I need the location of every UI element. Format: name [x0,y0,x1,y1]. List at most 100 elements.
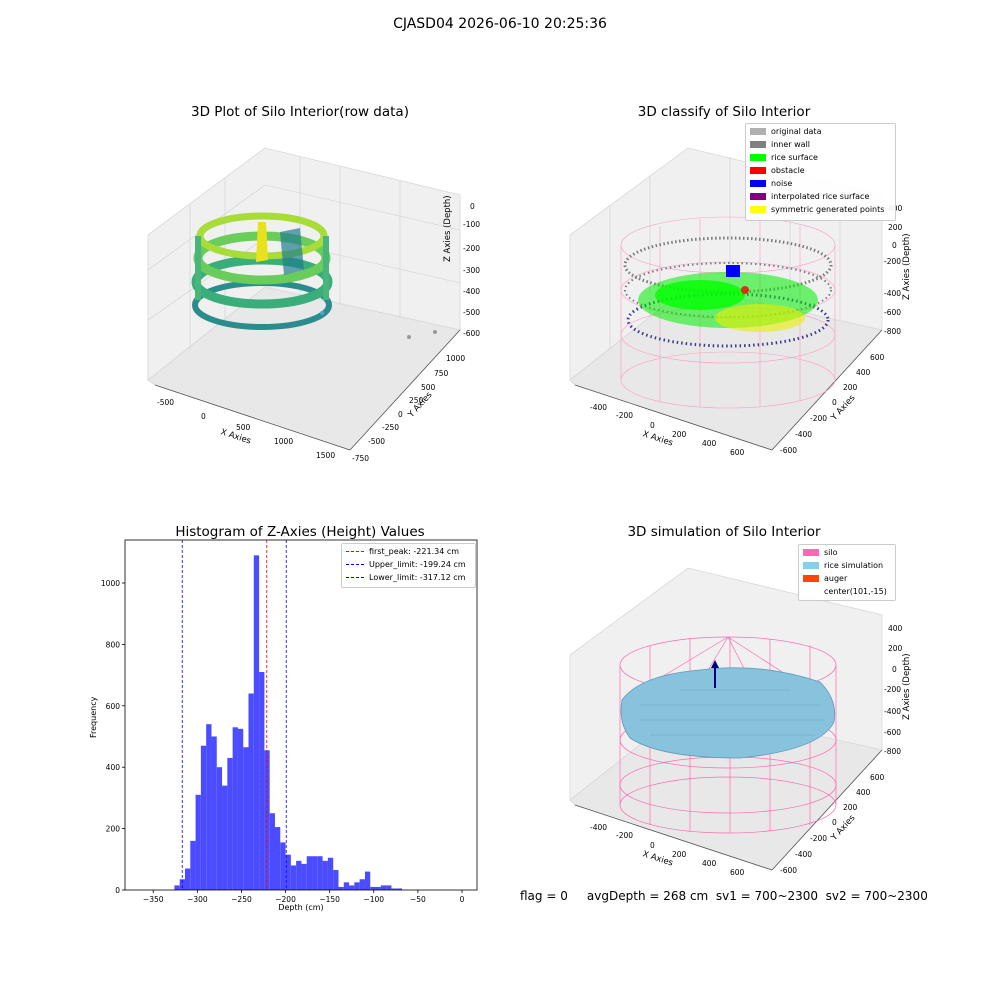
histogram-bar [370,886,376,890]
histogram-ytick-label: 1000 [101,579,120,588]
histogram-xticks: −350 −300 −250 −200 −150 −100 −50 0 [143,890,465,904]
plot4-title: 3D simulation of Silo Interior [627,524,821,540]
plot4-ztick: 0 [892,665,897,674]
histogram-legend-label: Lower_limit: -317.12 cm [369,573,466,582]
plot2-ztick: 0 [892,241,897,250]
plot2-legend: original data inner wall rice surface obsta… [745,123,896,221]
plot4-ytick: -400 [795,850,813,859]
plot1-ztick: -100 [463,220,481,229]
plot4-ztick: -800 [884,747,902,756]
plot2-xtick: 200 [672,430,687,439]
histogram-bar [206,724,212,890]
plot4-zlabel: Z Axies (Depth) [902,653,912,720]
plot2-xtick: 400 [702,439,717,448]
plot2-legend-swatch [750,180,766,187]
plot2-legend-swatch [750,193,766,200]
plot4-xtick: -200 [616,831,634,840]
histogram-ytick-label: 800 [106,640,121,649]
plot2-rice-surface [638,265,818,332]
plot1-ytick: -250 [382,423,400,432]
plot2-legend-swatch [750,154,766,161]
histogram-bar [359,879,365,890]
plot1-ytick: -500 [368,437,386,446]
histogram-bar [200,745,207,890]
plot4-ytick: 600 [870,773,885,782]
plot4-legend-label: center(101,-15) [824,587,887,596]
histogram-bar [354,882,360,890]
histogram-bar [327,857,334,890]
histogram-bar [216,767,223,890]
histogram-bar [227,757,233,890]
plot4-rice-simulation [620,667,836,759]
histogram-xtick-label: −200 [275,895,296,904]
plot4-legend-label: silo [824,548,838,557]
plot1-ytick: 750 [434,369,449,378]
plot1-xtick: 1500 [316,451,336,460]
histogram-bar [290,865,297,890]
plot1-xtick: 1000 [274,437,294,446]
histogram-bar [296,860,302,890]
plot2-legend-label: inner wall [771,140,811,149]
histogram-bar [312,856,318,890]
plot2-ytick: -600 [780,446,798,455]
plot1-xtick: -500 [157,398,175,407]
histogram-xtick-label: −150 [319,895,340,904]
histogram-bar [375,886,381,890]
plot4-xtick: 600 [730,868,745,877]
plot4-ztick: -600 [884,728,902,737]
plot2-legend-swatch [750,141,766,148]
plot1-ytick: 1000 [446,354,466,363]
plot4-ztick: 400 [888,624,903,633]
plot2-ytick: -200 [810,414,828,423]
histogram-frame [124,539,478,891]
plot4-auger [711,660,719,688]
histogram-ytick-label: 600 [106,702,121,711]
plot2-legend-item: original data [750,127,821,140]
plot1-ztick: -200 [463,244,481,253]
plot4-xtick: 400 [702,859,717,868]
histogram-xtick-label: 0 [460,895,465,904]
plot4-legend: silo rice simulation auger center(101,-15) [798,544,896,601]
histogram-bar [343,882,350,890]
histogram-legend-label: first_peak: -221.34 cm [369,547,460,556]
plot4-ztick: -200 [884,685,902,694]
plot2-legend-label: symmetric generated points [771,205,885,214]
histogram-legend-swatch [346,564,364,565]
histogram-xtick-label: −250 [231,895,252,904]
plot2-legend-item: inner wall [750,140,810,153]
plot2-legend-item: obstacle [750,166,805,179]
plot2-xtick: -200 [616,411,634,420]
plot4-legend-item: silo [803,548,838,561]
plot2-ztick: -800 [884,327,902,336]
plot1-ring [191,212,333,330]
histogram-bar [259,672,265,890]
plot2-ztick: 200 [888,223,903,232]
plot2-legend-item: interpolated rice surface [750,192,869,205]
plot2-ytick: 200 [843,383,858,392]
plot2-ytick: 0 [832,398,837,407]
histogram-bar [396,888,403,890]
plot2-xtick: -400 [590,403,608,412]
plot4-legend-swatch [803,588,819,595]
histogram-bar [380,885,387,890]
plot1-title: 3D Plot of Silo Interior(row data) [191,104,409,120]
plot1-ztick: -600 [463,329,481,338]
plot2-legend-swatch [750,167,766,174]
plot2-axis-lines [574,329,883,451]
histogram-bar [222,785,228,890]
plot4-legend-item: rice simulation [803,561,883,574]
plot1-outliers [320,311,437,339]
plot1-xtick: 0 [201,412,206,421]
histogram-bar [301,863,307,890]
histogram-bar [232,727,238,890]
histogram-bar [195,794,201,890]
plot2-ztick: -400 [884,289,902,298]
plot2-ztick: -600 [884,308,902,317]
plot2-title: 3D classify of Silo Interior [637,104,811,120]
histogram-bar [349,885,355,890]
histogram-ytick-label: 0 [115,886,120,895]
plot4-legend-label: rice simulation [824,561,884,570]
histogram-yticks: 0 200 400 600 800 1000 [101,579,125,895]
plot2-legend-label: rice surface [771,153,818,162]
